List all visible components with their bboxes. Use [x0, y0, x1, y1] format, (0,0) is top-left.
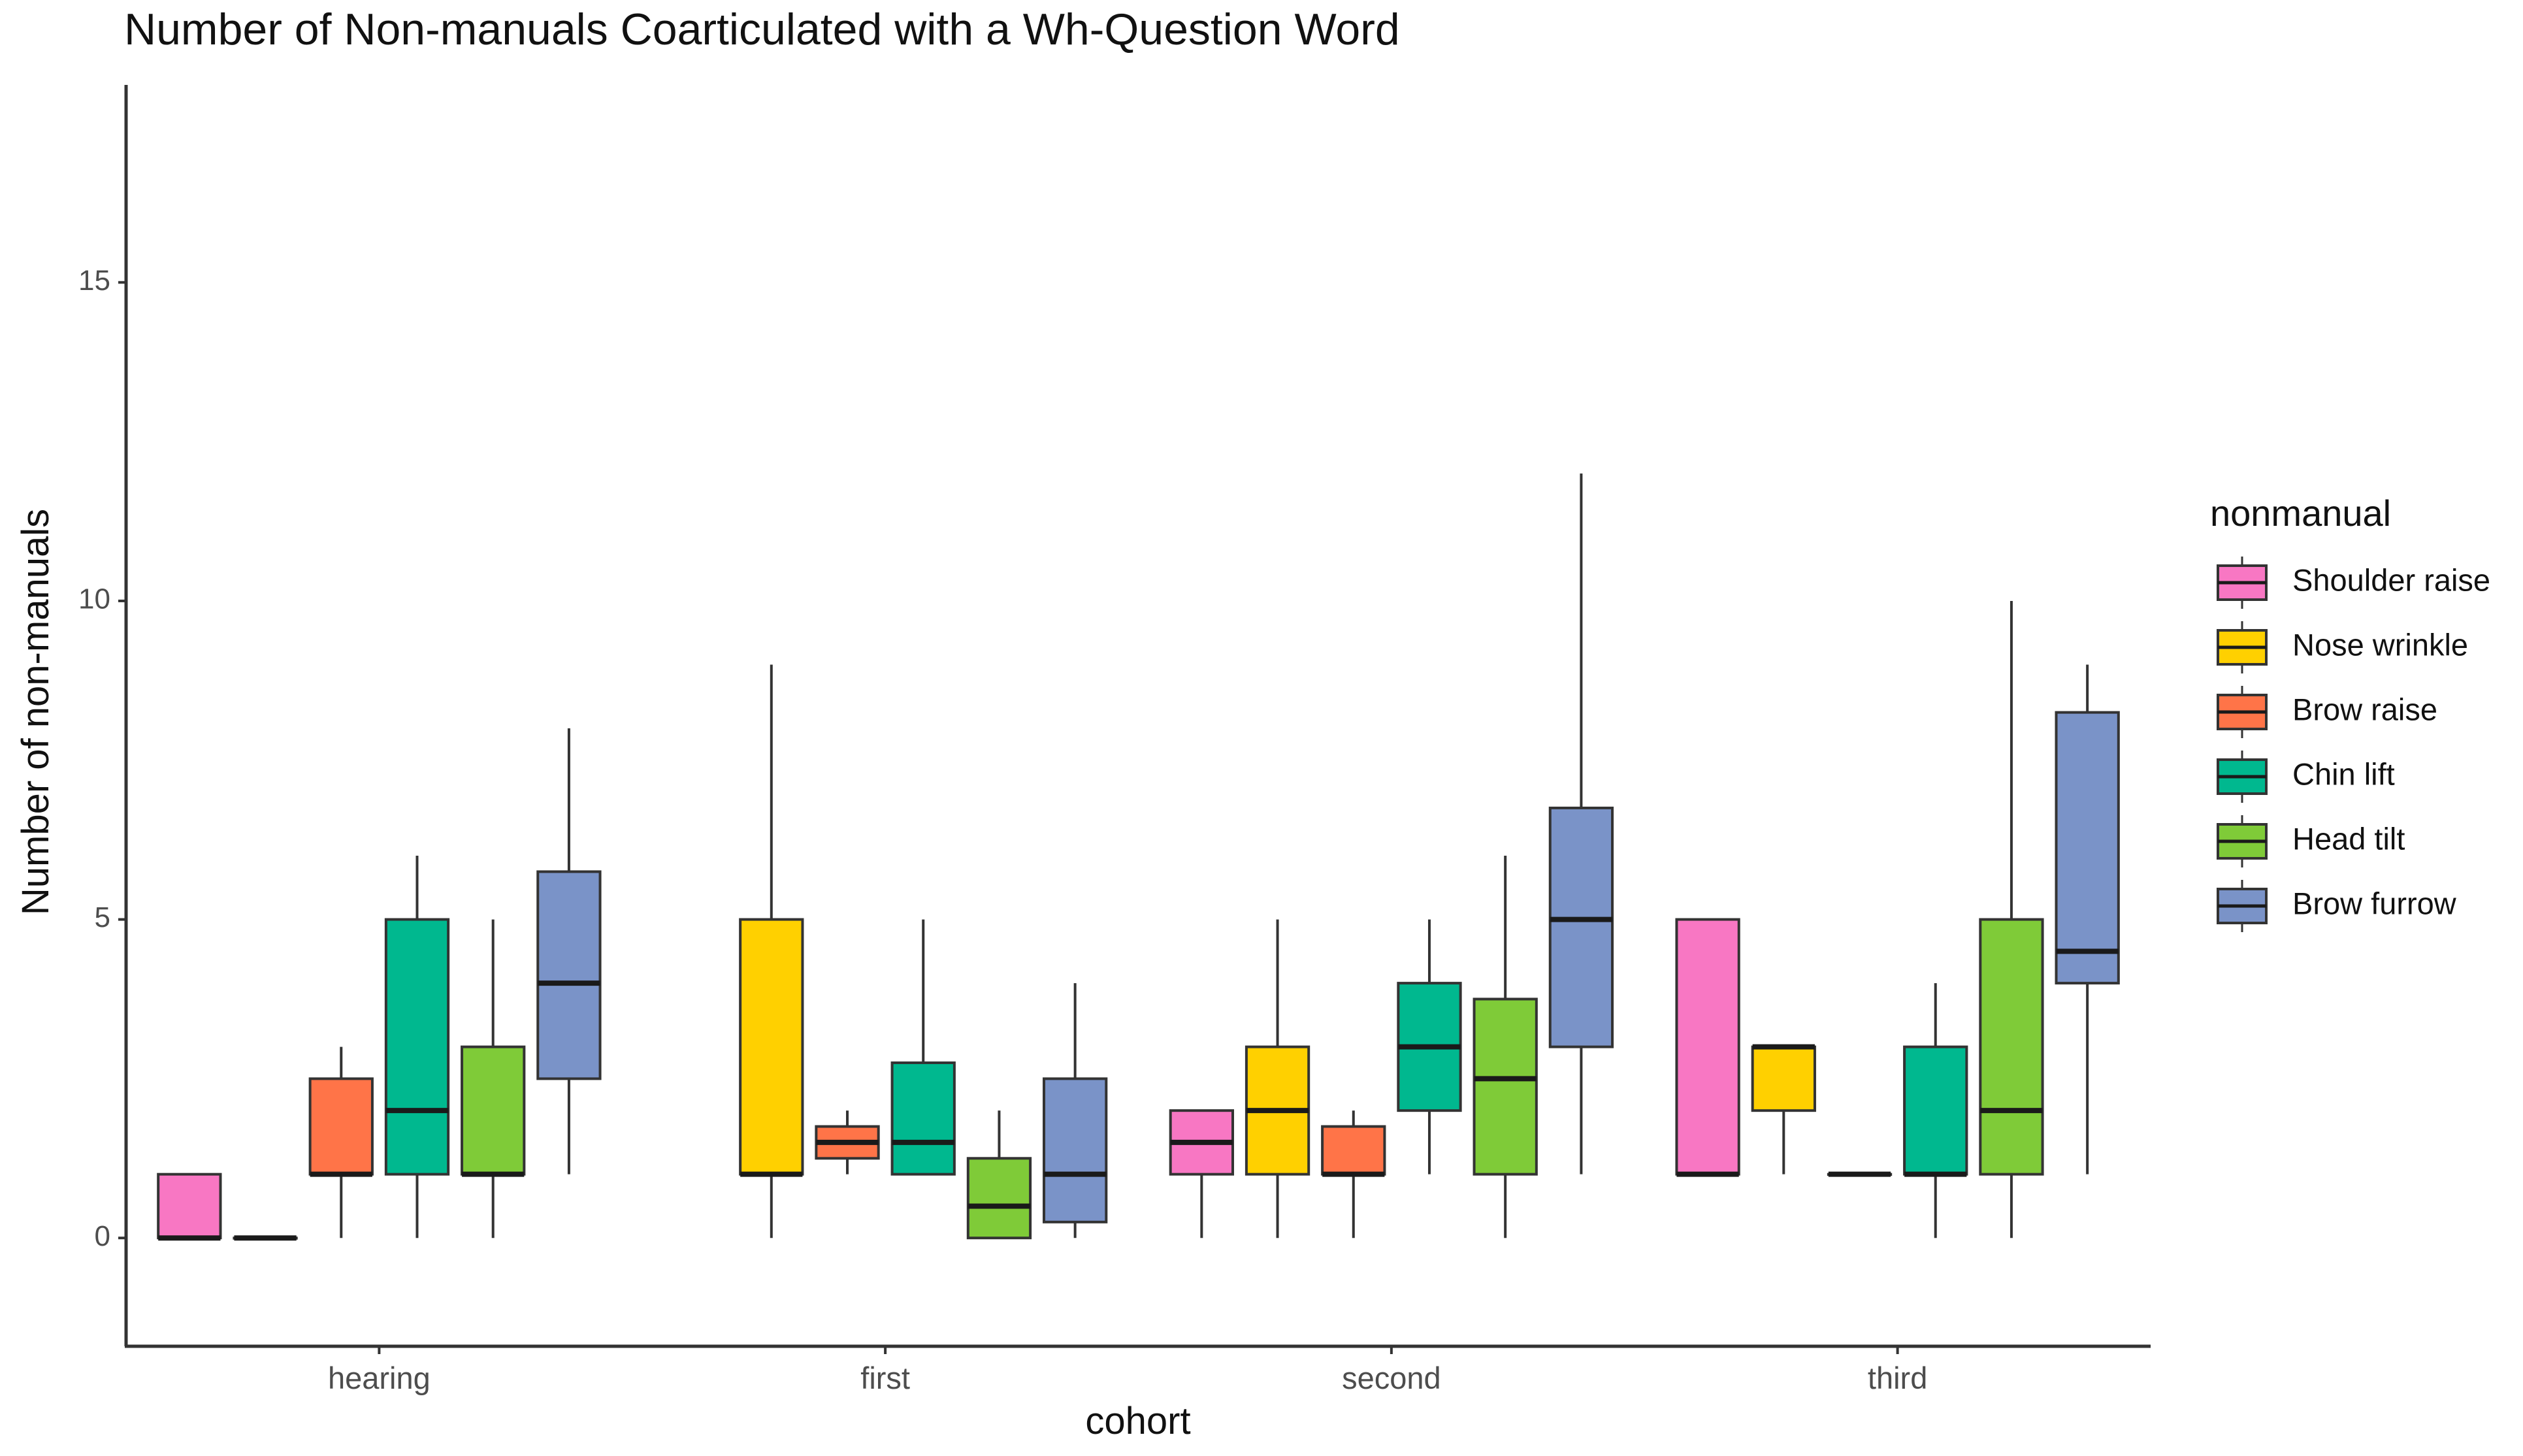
box-nose-wrinkle-first: [739, 664, 804, 1238]
box-shoulder-raise-hearing: [157, 1173, 222, 1241]
box-chin-lift-second: [1397, 919, 1462, 1174]
box-iqr: [1043, 1077, 1108, 1223]
chart-title: Number of Non-manuals Coarticulated with…: [124, 5, 1400, 54]
box-iqr: [1675, 918, 1740, 1176]
legend-item-nose-wrinkle: Nose wrinkle: [2217, 621, 2468, 673]
box-brow-raise-third: [1827, 1171, 1893, 1177]
legend: nonmanual Shoulder raise Nose wrinkle Brow…: [2210, 493, 2490, 932]
box-iqr: [966, 1157, 1032, 1240]
box-iqr: [739, 918, 804, 1176]
box-chin-lift-first: [890, 919, 956, 1176]
legend-label: Shoulder raise: [2292, 562, 2490, 597]
box-iqr: [2055, 711, 2120, 985]
legend-item-head-tilt: Head tilt: [2217, 815, 2405, 867]
box-iqr: [461, 1045, 526, 1176]
box-series: [157, 473, 2120, 1241]
legend-label: Brow furrow: [2292, 886, 2457, 920]
box-head-tilt-second: [1473, 856, 1538, 1238]
y-tick-label: 0: [95, 1220, 110, 1252]
box-brow-furrow-first: [1043, 983, 1108, 1238]
legend-item-chin-lift: Chin lift: [2217, 751, 2395, 803]
x-ticks: hearing first second third: [328, 1346, 1927, 1395]
box-head-tilt-third: [1979, 600, 2044, 1238]
legend-item-brow-furrow: Brow furrow: [2217, 880, 2457, 932]
y-tick-label: 5: [95, 901, 110, 933]
x-axis-title: cohort: [1085, 1400, 1190, 1442]
box-head-tilt-first: [966, 1110, 1032, 1240]
box-shoulder-raise-second: [1169, 1109, 1234, 1238]
box-brow-raise-second: [1321, 1110, 1386, 1238]
legend-label: Head tilt: [2292, 821, 2405, 856]
box-head-tilt-hearing: [461, 919, 526, 1238]
box-iqr: [384, 918, 450, 1176]
y-tick-label: 10: [78, 583, 110, 615]
legend-item-brow-raise: Brow raise: [2217, 686, 2437, 738]
box-shoulder-raise-third: [1675, 918, 1740, 1177]
x-tick-label: second: [1342, 1361, 1441, 1395]
box-iqr: [536, 870, 602, 1080]
box-brow-furrow-second: [1548, 473, 1614, 1174]
box-brow-raise-first: [815, 1110, 880, 1174]
x-tick-label: third: [1868, 1361, 1927, 1395]
x-tick-label: first: [860, 1361, 910, 1395]
box-nose-wrinkle-second: [1245, 919, 1310, 1238]
legend-label: Nose wrinkle: [2292, 627, 2468, 662]
box-iqr: [1548, 806, 1614, 1048]
box-brow-furrow-third: [2055, 664, 2120, 1174]
box-iqr: [157, 1173, 222, 1240]
legend-label: Chin lift: [2292, 756, 2395, 791]
box-iqr: [1473, 997, 1538, 1176]
legend-title: nonmanual: [2210, 493, 2391, 534]
box-iqr: [1321, 1125, 1386, 1176]
box-chin-lift-hearing: [384, 856, 450, 1238]
legend-item-shoulder-raise: Shoulder raise: [2217, 557, 2490, 609]
axes: [124, 85, 2151, 1348]
legend-label: Brow raise: [2292, 692, 2437, 726]
y-ticks: 0 5 10 15: [78, 265, 126, 1252]
box-nose-wrinkle-third: [1751, 1044, 1816, 1174]
y-tick-label: 15: [78, 265, 110, 297]
box-iqr: [1979, 918, 2044, 1176]
box-chin-lift-third: [1903, 983, 1968, 1238]
box-iqr: [890, 1061, 956, 1176]
box-iqr: [308, 1077, 374, 1176]
box-brow-furrow-hearing: [536, 728, 602, 1174]
x-tick-label: hearing: [328, 1361, 431, 1395]
box-iqr: [1903, 1045, 1968, 1176]
y-axis-title: Number of non-manuals: [14, 509, 57, 915]
box-iqr: [1751, 1045, 1816, 1112]
box-brow-raise-hearing: [308, 1046, 374, 1238]
